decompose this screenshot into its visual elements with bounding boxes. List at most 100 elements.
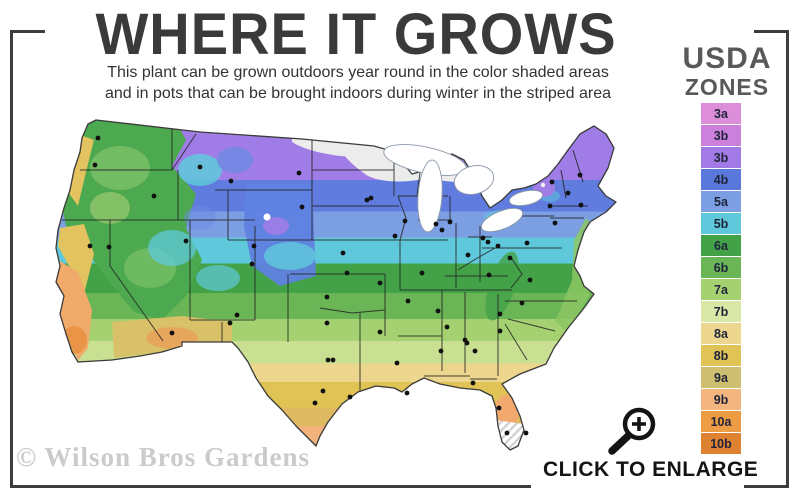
city-dot xyxy=(325,357,331,363)
city-dot xyxy=(340,250,346,256)
city-dot xyxy=(472,348,478,354)
city-dot xyxy=(419,270,425,276)
legend-zone-chip: 5a xyxy=(701,191,741,212)
gold-strip-california xyxy=(58,224,94,294)
legend-zone-chip: 5b xyxy=(701,213,741,234)
frame-top-right-segment xyxy=(754,30,789,33)
frame-left-line xyxy=(10,30,13,488)
city-dot xyxy=(552,220,558,226)
legend-zone-chip: 3b xyxy=(701,147,741,168)
blue-patch-great-basin xyxy=(184,206,216,230)
legend-zone-list: 3a 3b 3b 4b 5a 5b 6a 6b 7a 7b 8a 8b 9a 9b 10a 10b xyxy=(701,103,741,455)
city-dot xyxy=(169,330,175,336)
city-dot xyxy=(106,244,112,250)
legend-zone-chip: 6b xyxy=(701,257,741,278)
lake-huron xyxy=(453,165,495,195)
city-dot xyxy=(497,311,503,317)
city-dot xyxy=(377,280,383,286)
subtitle-line-1: This plant can be grown outdoors year ro… xyxy=(107,64,609,81)
city-dot xyxy=(364,197,370,203)
city-dot xyxy=(447,219,453,225)
legend-zone-chip: 9a xyxy=(701,367,741,388)
city-dot xyxy=(405,298,411,304)
legend-heading: USDA ZONES xyxy=(668,44,786,99)
city-dot xyxy=(368,195,374,201)
city-dot xyxy=(249,261,255,267)
white-peak-spot xyxy=(263,213,271,221)
cyan-patch-idaho xyxy=(178,154,222,186)
light-green-patch xyxy=(90,146,150,190)
city-dot xyxy=(151,193,157,199)
city-dot xyxy=(299,204,305,210)
subtitle: This plant can be grown outdoors year ro… xyxy=(58,62,658,104)
city-dot xyxy=(435,308,441,314)
city-dot xyxy=(504,430,510,436)
city-dot xyxy=(433,221,439,227)
legend-zone-chip: 7b xyxy=(701,301,741,322)
city-dot xyxy=(497,328,503,334)
city-dot xyxy=(439,227,445,233)
city-dot xyxy=(227,320,233,326)
subtitle-line-2: and in pots that can be brought indoors … xyxy=(104,85,612,102)
click-to-enlarge-label[interactable]: CLICK TO ENLARGE xyxy=(543,458,759,481)
city-dot xyxy=(486,272,492,278)
legend-zone-chip: 3b xyxy=(701,125,741,146)
watermark: © Wilson Bros Gardens xyxy=(16,442,310,472)
city-dot xyxy=(404,390,410,396)
frame-right-line xyxy=(786,30,789,488)
great-lakes xyxy=(383,144,544,233)
city-dot xyxy=(402,218,408,224)
legend-zone-chip: 8a xyxy=(701,323,741,344)
city-dot xyxy=(344,270,350,276)
city-dot xyxy=(470,380,476,386)
legend-zone-chip: 10a xyxy=(701,411,741,432)
city-dot xyxy=(324,294,330,300)
city-dot xyxy=(524,240,530,246)
city-dot xyxy=(392,233,398,239)
city-dot xyxy=(377,329,383,335)
city-dot xyxy=(496,405,502,411)
legend-zone-chip: 4b xyxy=(701,169,741,190)
frame-top-left-segment xyxy=(10,30,45,33)
city-dot xyxy=(394,360,400,366)
legend-zone-chip: 7a xyxy=(701,279,741,300)
city-dot xyxy=(485,239,491,245)
legend-heading-zones: ZONES xyxy=(684,74,770,100)
city-dot xyxy=(197,164,203,170)
city-dot xyxy=(519,300,525,306)
city-dot xyxy=(465,252,471,258)
legend-zone-chip: 3a xyxy=(701,103,741,124)
city-dot xyxy=(347,394,353,400)
city-dot xyxy=(480,235,486,241)
city-dot xyxy=(565,190,571,196)
us-outline xyxy=(55,119,617,451)
orange-patch-arizona xyxy=(146,327,198,349)
magnifier-plus-icon[interactable] xyxy=(595,405,665,457)
legend-zone-chip: 8b xyxy=(701,345,741,366)
city-dot xyxy=(296,170,302,176)
city-dot xyxy=(228,178,234,184)
legend-zone-chip: 6a xyxy=(701,235,741,256)
usda-zone-map-image[interactable] xyxy=(50,108,670,478)
city-dot xyxy=(549,179,555,185)
city-dot xyxy=(330,357,336,363)
cyan-patch-utah xyxy=(196,265,240,291)
legend-zone-chip: 9b xyxy=(701,389,741,410)
city-dot xyxy=(234,312,240,318)
city-dot xyxy=(577,172,583,178)
city-dot xyxy=(324,320,330,326)
city-dot xyxy=(438,348,444,354)
page-title: WHERE IT GROWS xyxy=(95,1,617,67)
legend-heading-usda: USDA xyxy=(682,42,772,75)
lake-ontario xyxy=(508,189,544,207)
city-dot xyxy=(527,277,533,283)
lake-erie xyxy=(480,207,524,233)
city-dot xyxy=(95,135,101,141)
city-dot xyxy=(462,337,468,343)
city-dots xyxy=(87,135,584,436)
city-dot xyxy=(547,203,553,209)
city-dot xyxy=(251,243,257,249)
striped-region-south-florida xyxy=(494,420,524,450)
blue-patch-montana xyxy=(217,147,253,173)
zone-shading-layer xyxy=(56,120,616,450)
